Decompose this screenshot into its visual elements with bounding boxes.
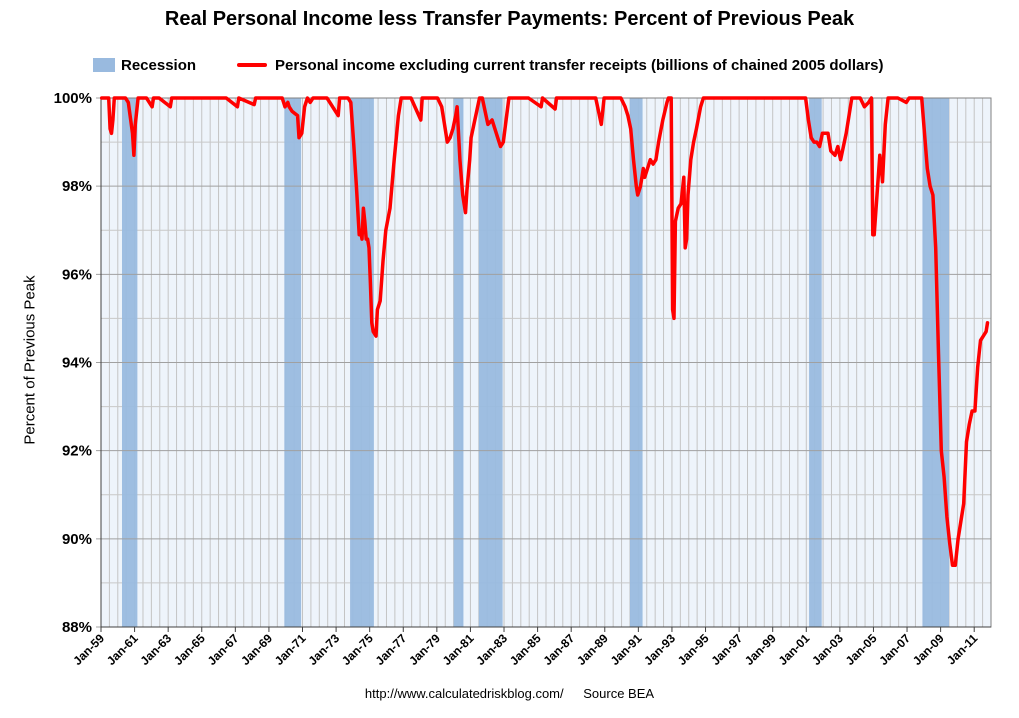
- x-tick-label: Jan-79: [406, 631, 443, 668]
- x-tick-label: Jan-85: [507, 631, 544, 668]
- x-tick-label: Jan-59: [70, 631, 107, 668]
- x-tick-label: Jan-63: [137, 631, 174, 668]
- x-tick-label: Jan-95: [675, 631, 712, 668]
- y-tick-label: 92%: [62, 443, 92, 460]
- y-tick-label: 90%: [62, 531, 92, 548]
- y-tick-label: 100%: [54, 90, 92, 107]
- x-tick-label: Jan-09: [910, 631, 947, 668]
- y-tick-label: 98%: [62, 178, 92, 195]
- x-tick-label: Jan-71: [272, 631, 309, 668]
- x-tick-label: Jan-77: [373, 631, 410, 668]
- chart-title: Real Personal Income less Transfer Payme…: [164, 8, 855, 30]
- y-tick-label: 88%: [62, 619, 92, 636]
- legend-item-recession: Recession: [93, 54, 196, 76]
- x-tick-label: Jan-67: [205, 631, 242, 668]
- x-tick-label: Jan-07: [876, 631, 913, 668]
- y-tick-label: 96%: [62, 266, 92, 283]
- x-tick-label: Jan-83: [473, 631, 510, 668]
- legend-recession-swatch: [93, 58, 115, 72]
- x-tick-label: Jan-05: [843, 631, 880, 668]
- x-tick-label: Jan-75: [339, 631, 376, 668]
- footer: http://www.calculatedriskblog.com/ Sourc…: [0, 686, 1019, 701]
- legend-income-label: Personal income excluding current transf…: [275, 56, 884, 74]
- y-tick-label: 94%: [62, 355, 92, 372]
- x-tick-label: Jan-93: [641, 631, 678, 668]
- x-tick-label: Jan-11: [944, 631, 981, 668]
- x-tick-label: Jan-01: [776, 631, 813, 668]
- x-tick-label: Jan-91: [608, 631, 645, 668]
- x-tick-label: Jan-99: [742, 631, 779, 668]
- legend-item-income: Personal income excluding current transf…: [237, 54, 884, 76]
- x-tick-label: Jan-89: [574, 631, 611, 668]
- legend-income-swatch: [237, 63, 267, 67]
- x-tick-label: Jan-97: [708, 631, 745, 668]
- x-tick-label: Jan-69: [238, 631, 275, 668]
- x-tick-label: Jan-65: [171, 631, 208, 668]
- x-tick-label: Jan-73: [305, 631, 342, 668]
- legend-recession-label: Recession: [121, 56, 197, 74]
- x-tick-label: Jan-03: [809, 631, 846, 668]
- footer-source: Source BEA: [583, 686, 655, 701]
- x-tick-label: Jan-61: [104, 631, 141, 668]
- x-tick-label: Jan-81: [440, 631, 477, 668]
- x-tick-label: Jan-87: [541, 631, 578, 668]
- footer-url: http://www.calculatedriskblog.com/: [364, 686, 564, 701]
- income-series-line: [99, 96, 990, 568]
